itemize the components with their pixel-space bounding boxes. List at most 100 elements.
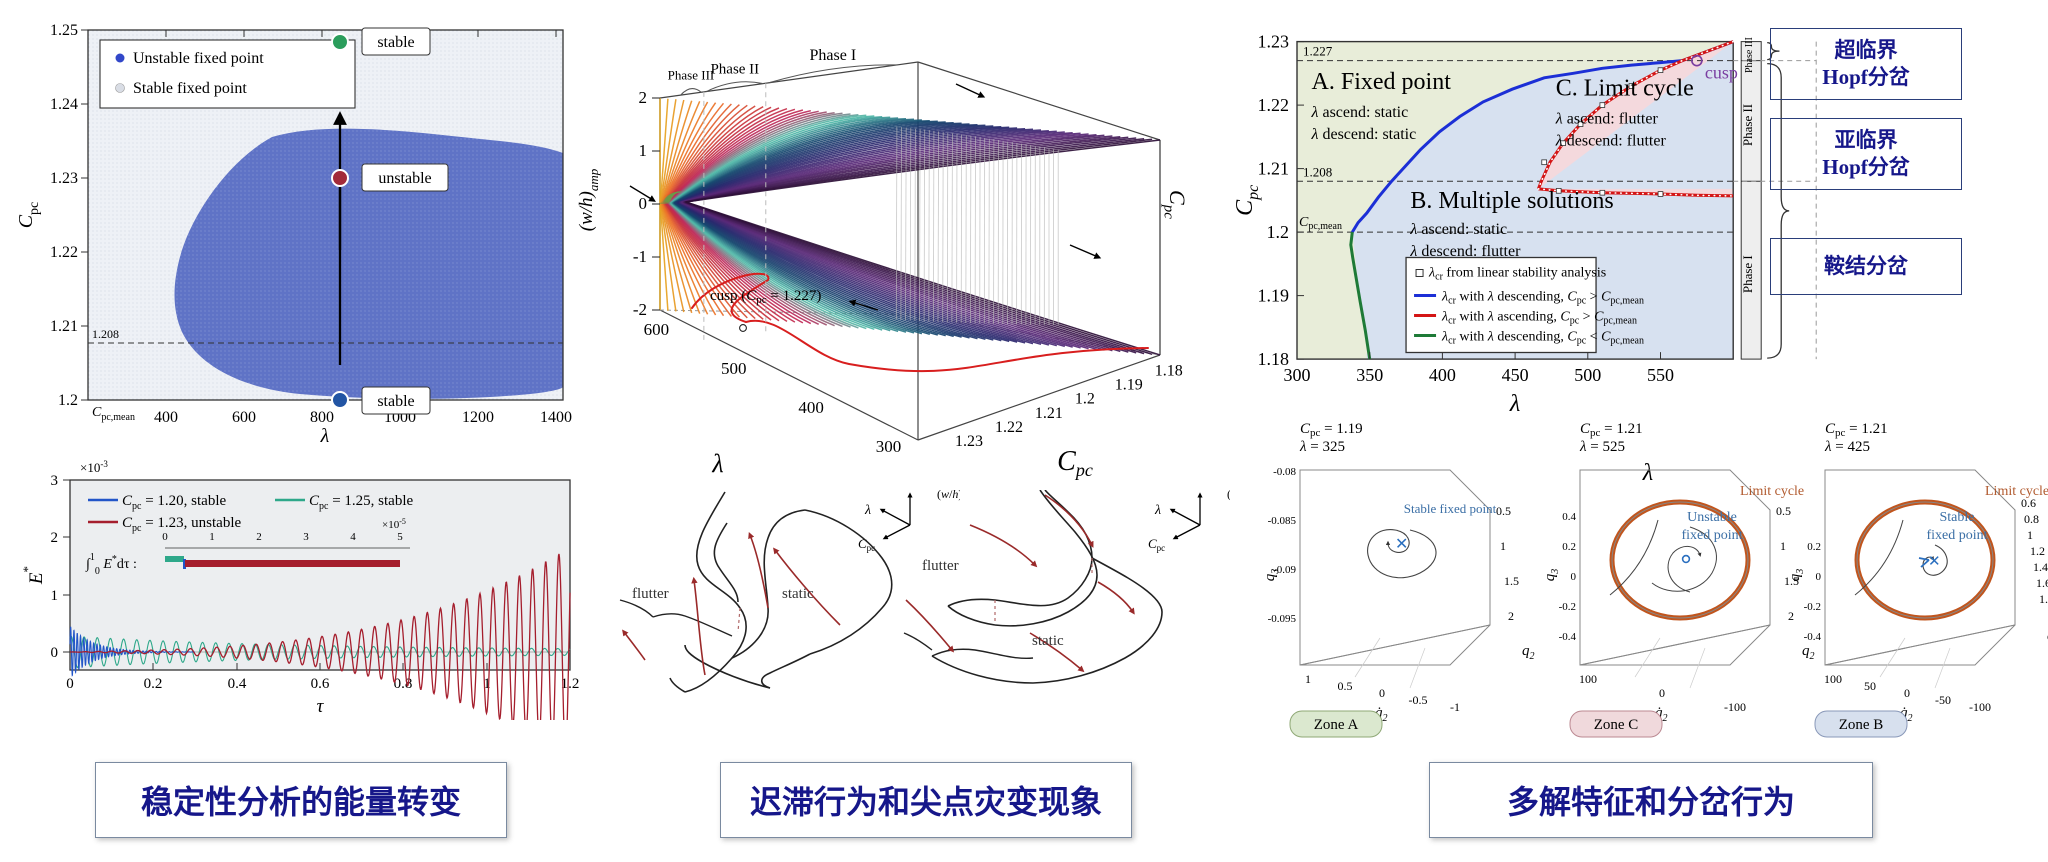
svg-text:✕: ✕ [1928, 554, 1941, 570]
svg-text:1.21: 1.21 [50, 318, 78, 335]
svg-text:-0.085: -0.085 [1268, 515, 1297, 527]
svg-text:1.2: 1.2 [1267, 222, 1290, 242]
svg-text:Cpc: Cpc [1148, 536, 1165, 553]
svg-text:1.208: 1.208 [92, 327, 119, 341]
svg-text:Cpc: Cpc [858, 536, 875, 553]
svg-text:1: 1 [1780, 539, 1786, 553]
svg-text:q3: q3 [1787, 569, 1806, 582]
svg-text:λ: λ [1509, 391, 1520, 417]
svg-text:Phase I: Phase I [810, 47, 857, 64]
svg-text:0: 0 [66, 676, 74, 692]
svg-text:1.21: 1.21 [1035, 405, 1063, 422]
svg-text:0.2: 0.2 [144, 676, 163, 692]
svg-text:λ = 525: λ = 525 [1579, 439, 1625, 455]
svg-text:-0.2: -0.2 [1559, 601, 1576, 613]
svg-text:λ = 325: λ = 325 [1299, 439, 1345, 455]
svg-text:50: 50 [1864, 679, 1876, 693]
svg-text:1.19: 1.19 [1258, 286, 1290, 306]
svg-text:-100: -100 [1969, 700, 1991, 714]
svg-text:0.5: 0.5 [1776, 504, 1791, 518]
svg-text:-0.08: -0.08 [1273, 466, 1296, 478]
svg-text:1: 1 [1500, 539, 1506, 553]
svg-text:static: static [782, 586, 814, 602]
svg-text:350: 350 [1356, 365, 1383, 385]
svg-text:×10-3: ×10-3 [80, 460, 108, 475]
svg-text:0.5: 0.5 [1496, 504, 1511, 518]
svg-text:500: 500 [1574, 365, 1601, 385]
svg-text:-100: -100 [1724, 700, 1746, 714]
svg-text:450: 450 [1502, 365, 1529, 385]
svg-text:-0.4: -0.4 [1804, 631, 1822, 643]
svg-text:1.18: 1.18 [1155, 363, 1183, 380]
svg-text:400: 400 [1429, 365, 1456, 385]
svg-text:0: 0 [162, 531, 168, 543]
svg-text:1.4: 1.4 [2033, 560, 2048, 574]
svg-text:Limit cycle: Limit cycle [1985, 484, 2048, 499]
svg-text:0: 0 [1904, 686, 1910, 700]
svg-text:Cpc,mean: Cpc,mean [92, 405, 135, 423]
svg-text:cusp (Cpc = 1.227): cusp (Cpc = 1.227) [710, 288, 821, 306]
svg-text:1: 1 [1305, 672, 1311, 686]
svg-text:λ descend: static: λ descend: static [1311, 126, 1417, 143]
svg-text:1: 1 [51, 588, 59, 604]
svg-text:Phase III: Phase III [668, 68, 715, 83]
svg-text:1.19: 1.19 [1115, 377, 1143, 394]
svg-text:0: 0 [1816, 571, 1822, 583]
svg-text:q2: q2 [1802, 643, 1815, 662]
svg-text:Cpc = 1.21: Cpc = 1.21 [1825, 421, 1888, 439]
svg-text:Stable fixed point: Stable fixed point [1404, 501, 1497, 516]
svg-text:1200: 1200 [462, 409, 494, 426]
svg-text:fixed point: fixed point [1681, 528, 1742, 543]
svg-text:2: 2 [51, 530, 59, 546]
svg-text:0.5: 0.5 [1338, 679, 1353, 693]
svg-text:Zone C: Zone C [1594, 717, 1639, 733]
svg-text:Zone A: Zone A [1314, 717, 1359, 733]
svg-text:Unstable: Unstable [1687, 510, 1737, 525]
svg-text:-50: -50 [1935, 693, 1951, 707]
svg-text:0: 0 [639, 194, 648, 213]
svg-text:Phase III: Phase III [1744, 37, 1755, 73]
svg-text:Phase II: Phase II [1740, 104, 1755, 146]
svg-text:100: 100 [1824, 672, 1842, 686]
svg-text:τ: τ [317, 696, 325, 717]
svg-text:λcr from linear stability anal: λcr from linear stability analysis [1428, 266, 1606, 283]
svg-text:0.2: 0.2 [1807, 541, 1821, 553]
svg-text:1: 1 [209, 531, 215, 543]
svg-text:0.6: 0.6 [2021, 496, 2036, 510]
svg-text:-1: -1 [1450, 700, 1460, 714]
svg-text:0: 0 [1379, 686, 1385, 700]
svg-text:Stable: Stable [1940, 510, 1975, 525]
svg-text:1400: 1400 [540, 409, 572, 426]
svg-text:C. Limit cycle: C. Limit cycle [1556, 76, 1694, 102]
svg-text:550: 550 [1647, 365, 1674, 385]
svg-text:1: 1 [639, 141, 648, 160]
svg-text:cusp: cusp [1705, 63, 1738, 83]
svg-text:0: 0 [51, 645, 59, 661]
svg-text:0.4: 0.4 [1562, 511, 1576, 523]
svg-text:600: 600 [232, 409, 256, 426]
svg-text:1.208: 1.208 [1303, 164, 1332, 179]
svg-text:Cpc: Cpc [1057, 446, 1093, 480]
svg-text:1.18: 1.18 [1258, 349, 1290, 369]
svg-text:fixed point: fixed point [1926, 528, 1987, 543]
svg-text:1.5: 1.5 [1504, 574, 1519, 588]
svg-text:1.21: 1.21 [1258, 159, 1290, 179]
svg-text:Phase II: Phase II [710, 62, 759, 78]
svg-text:1.24: 1.24 [50, 96, 78, 113]
svg-text:λ: λ [711, 449, 723, 478]
svg-text:3: 3 [51, 473, 59, 489]
svg-text:600: 600 [644, 320, 670, 339]
svg-text:Cpc = 1.19: Cpc = 1.19 [1300, 421, 1363, 439]
svg-text:400: 400 [154, 409, 178, 426]
svg-text:-0.4: -0.4 [1559, 631, 1577, 643]
svg-text:✕: ✕ [1395, 536, 1408, 553]
svg-text:stable: stable [377, 393, 414, 410]
svg-text:0.6: 0.6 [311, 676, 330, 692]
svg-text:1.22: 1.22 [995, 419, 1023, 436]
svg-text:λ ascend: static: λ ascend: static [1409, 221, 1507, 238]
svg-text:1.25: 1.25 [50, 22, 78, 39]
svg-text:Limit cycle: Limit cycle [1740, 484, 1804, 499]
svg-text:1.22: 1.22 [50, 244, 78, 261]
svg-text:-0.5: -0.5 [1409, 693, 1428, 707]
svg-text:0.8: 0.8 [2024, 512, 2039, 526]
